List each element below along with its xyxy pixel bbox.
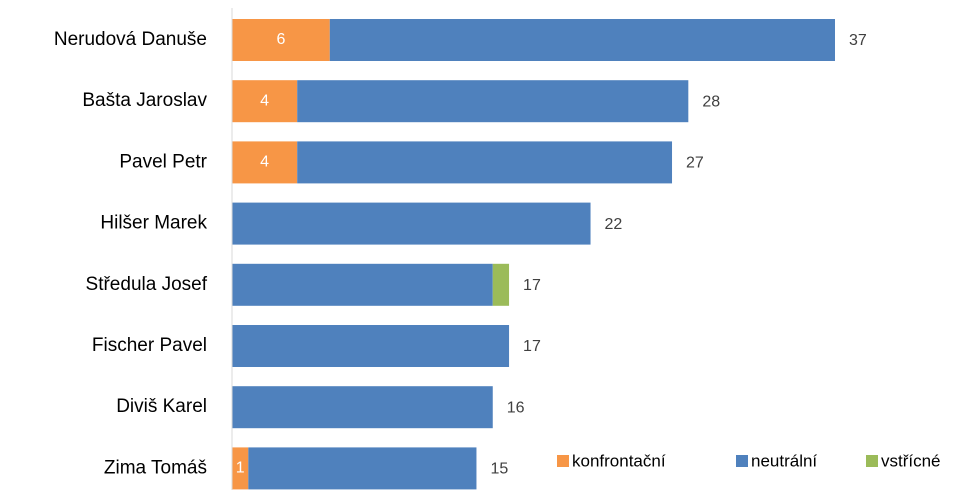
total-label: 22	[605, 216, 623, 233]
category-label: Hilšer Marek	[100, 213, 207, 234]
legend-swatch	[866, 455, 878, 467]
bar-segment	[232, 19, 330, 61]
total-label: 17	[523, 277, 541, 294]
total-label: 15	[490, 461, 508, 478]
segment-label: 1	[236, 460, 245, 477]
bar-segment	[232, 325, 510, 367]
bar-segment	[232, 141, 298, 184]
legend-label: neutrální	[751, 451, 817, 470]
total-label: 16	[507, 399, 525, 416]
bar-segment	[232, 80, 298, 123]
bar-segment	[329, 19, 835, 61]
bar-segment	[232, 386, 493, 429]
total-label: 28	[702, 93, 720, 110]
category-label: Pavel Petr	[119, 151, 207, 172]
bar-segment	[297, 80, 689, 123]
category-label: Diviš Karel	[116, 396, 207, 417]
total-label: 27	[686, 155, 704, 172]
category-label: Nerudová Danuše	[54, 29, 207, 50]
category-label: Středula Josef	[86, 274, 208, 295]
bar-segment	[492, 263, 510, 306]
bar-segment	[232, 447, 249, 490]
legend-label: vstřícné	[881, 451, 941, 470]
legend-swatch	[736, 455, 748, 467]
bar-segment	[232, 263, 493, 306]
legend-swatch	[557, 455, 569, 467]
category-label: Bašta Jaroslav	[82, 90, 207, 111]
segment-label: 4	[260, 154, 269, 171]
segment-label: 6	[276, 31, 285, 48]
bar-segment	[232, 202, 591, 245]
bar-segment	[297, 141, 673, 184]
legend-label: konfrontační	[572, 451, 666, 470]
total-label: 37	[849, 32, 867, 49]
total-label: 17	[523, 338, 541, 355]
segment-label: 4	[260, 92, 269, 109]
category-label: Fischer Pavel	[92, 335, 207, 356]
bar-segment	[248, 447, 477, 490]
category-label: Zima Tomáš	[104, 457, 207, 478]
